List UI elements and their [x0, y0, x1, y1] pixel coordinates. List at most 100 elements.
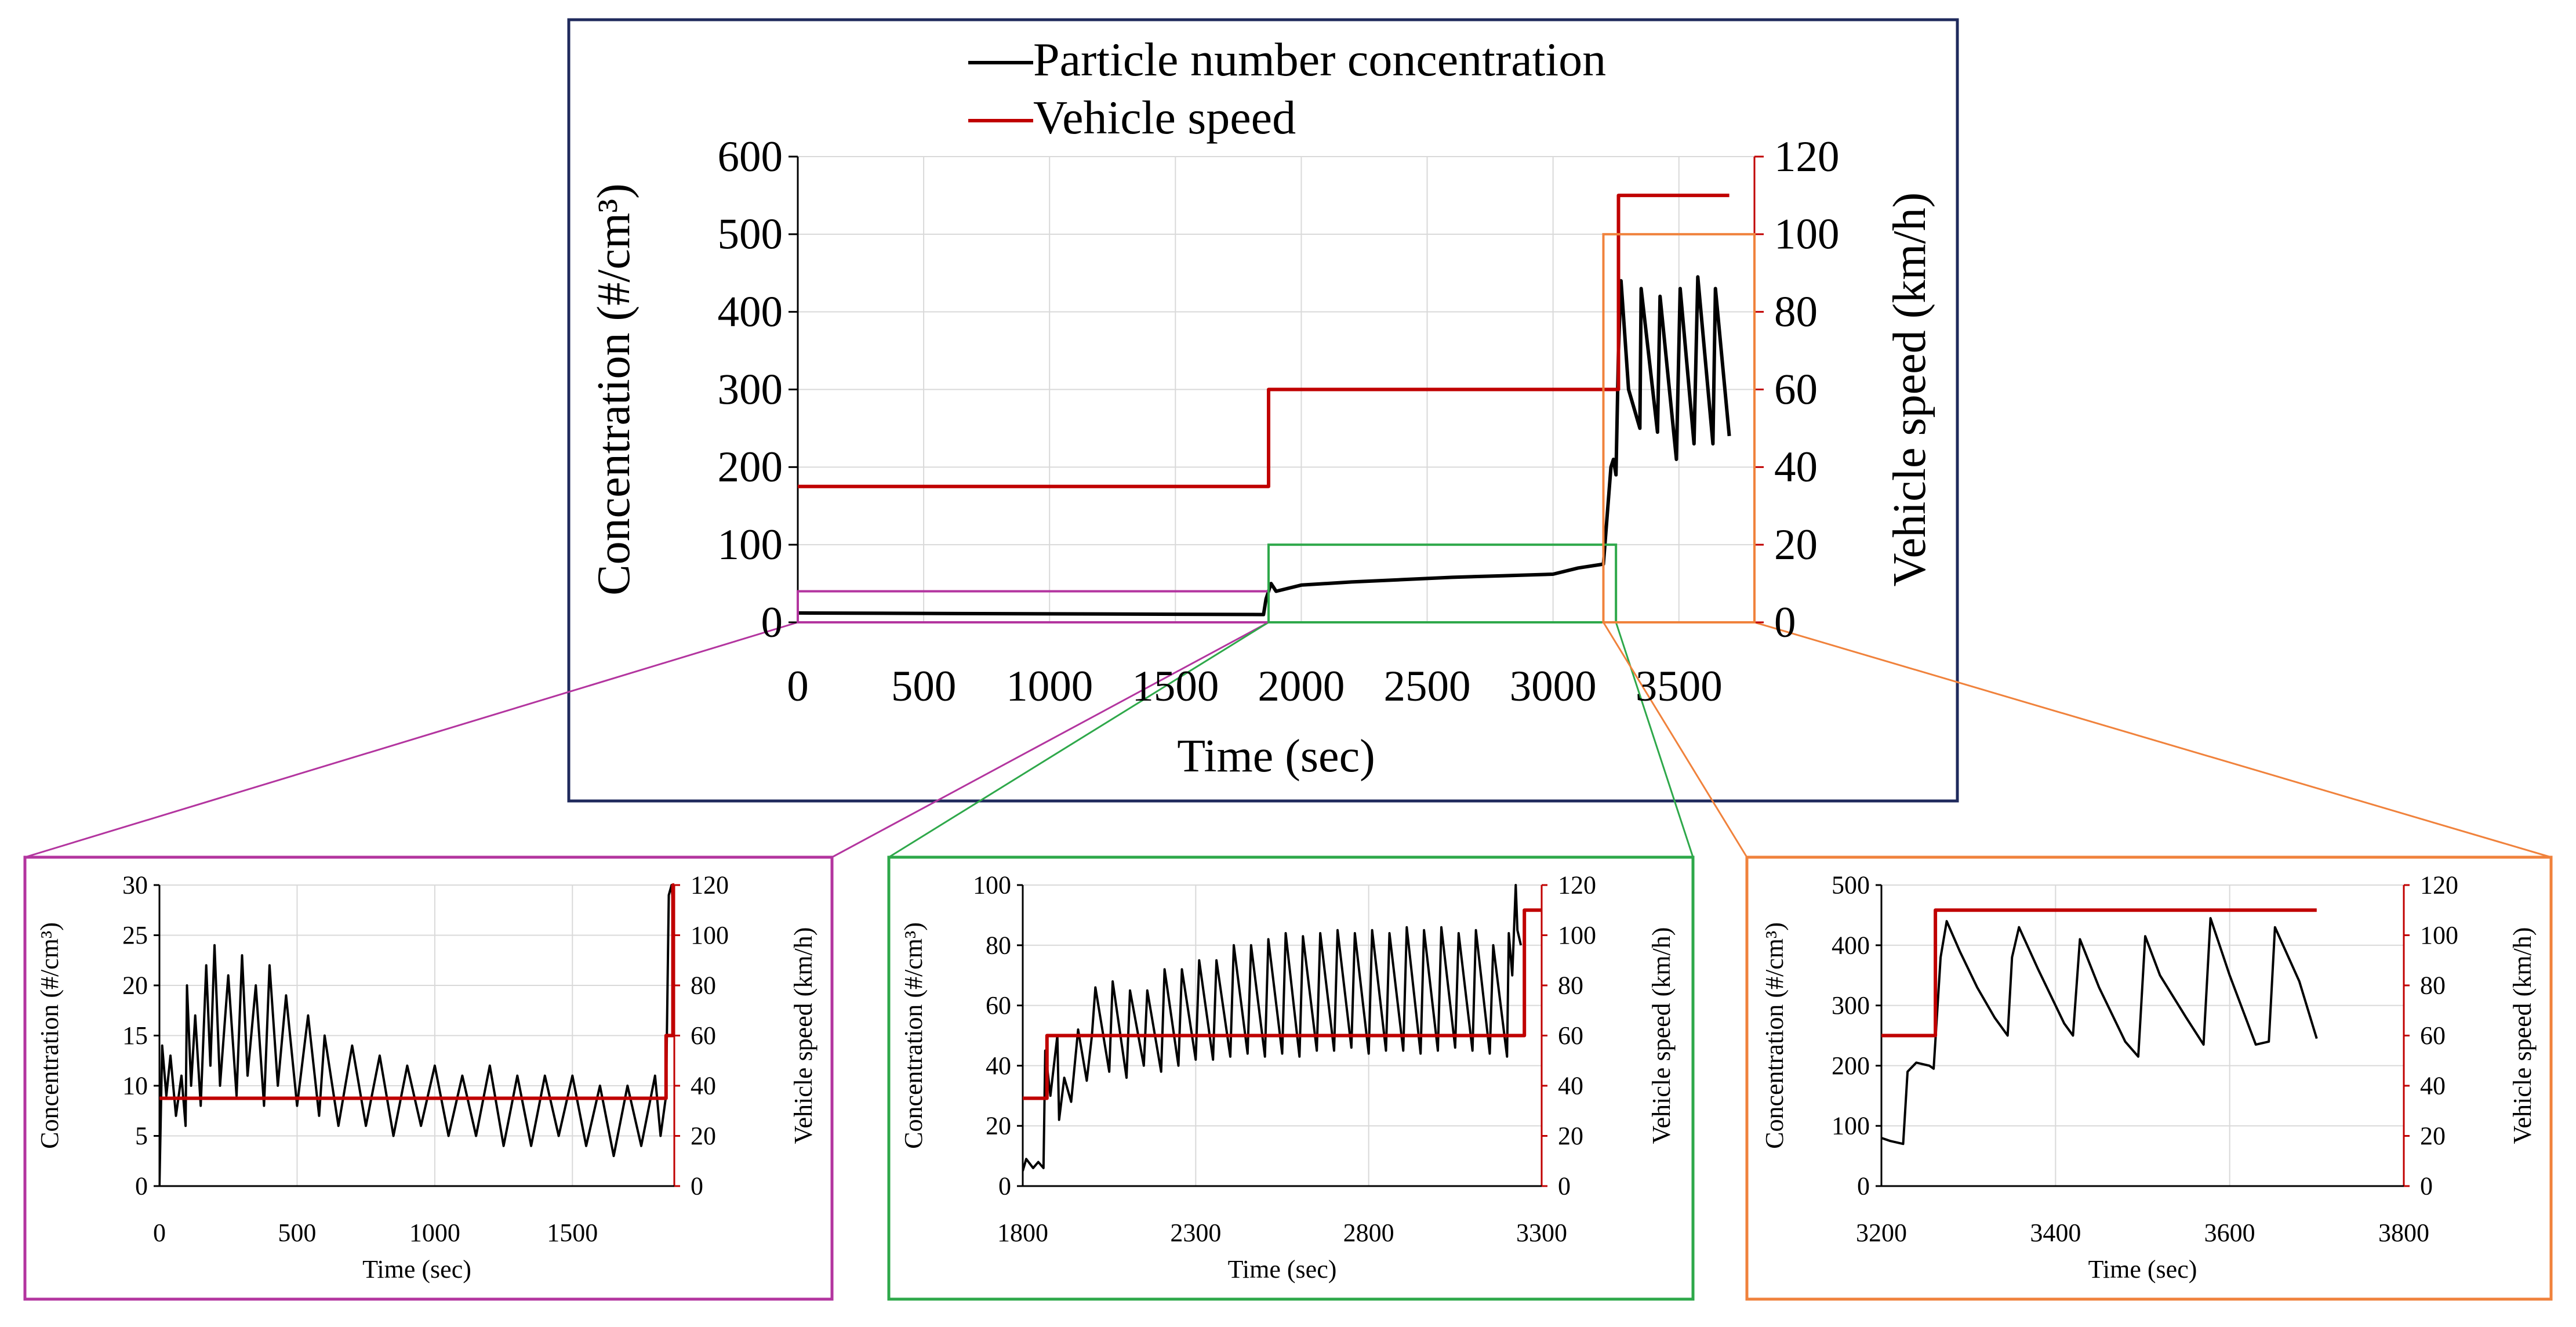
- y-tick-label: 80: [986, 931, 1011, 959]
- zoom-connector-line: [831, 621, 1269, 858]
- x-tick-label: 500: [891, 662, 957, 710]
- y-tick-label: 500: [718, 211, 783, 259]
- y2-tick-label: 20: [2420, 1122, 2446, 1150]
- zoom-box-orange: [1602, 233, 1756, 624]
- legend: Particle number concentration Vehicle sp…: [968, 33, 1606, 144]
- y-tick-label: 5: [135, 1122, 148, 1150]
- legend-label-concentration: Particle number concentration: [1033, 33, 1606, 86]
- y2-axis-title: Vehicle speed (km/h): [2508, 927, 2537, 1144]
- y-tick-label: 0: [761, 599, 783, 647]
- y-tick-label: 0: [998, 1172, 1011, 1201]
- y-tick-label: 500: [1832, 871, 1870, 900]
- zoom-panel-frame-2: [887, 855, 1695, 1301]
- y-tick-label: 30: [122, 871, 148, 900]
- zoom-panel-frame-1: [23, 855, 834, 1301]
- x-tick-label: 3300: [1516, 1219, 1567, 1247]
- x-tick-label: 3400: [2030, 1219, 2081, 1247]
- x-tick-label: 3200: [1856, 1219, 1907, 1247]
- series-vehicle-speed: [1023, 908, 1542, 1100]
- y2-axis-title: Vehicle speed (km/h): [1647, 927, 1676, 1144]
- y2-tick-label: 60: [691, 1021, 716, 1050]
- zoom-connector-line: [24, 621, 798, 858]
- y2-tick-label: 120: [2420, 871, 2458, 900]
- x-tick-label: 1000: [409, 1219, 460, 1247]
- y-tick-label: 10: [122, 1072, 148, 1100]
- y-tick-label: 100: [718, 521, 783, 569]
- x-tick-label: 2300: [1170, 1219, 1221, 1247]
- x-tick-label: 500: [278, 1219, 316, 1247]
- series-particle-concentration: [1023, 884, 1523, 1172]
- y-tick-label: 0: [135, 1172, 148, 1201]
- y2-tick-label: 120: [1558, 871, 1596, 900]
- x-tick-label: 2500: [1384, 662, 1471, 710]
- series-vehicle-speed: [1881, 908, 2317, 1038]
- x-tick-label: 1800: [997, 1219, 1048, 1247]
- y2-tick-label: 80: [1558, 971, 1583, 1000]
- y2-tick-label: 80: [2420, 971, 2446, 1000]
- x-axis-title: Time (sec): [2088, 1255, 2197, 1284]
- y-tick-label: 600: [718, 133, 783, 181]
- x-tick-label: 2800: [1343, 1219, 1394, 1247]
- y2-tick-label: 120: [691, 871, 729, 900]
- y2-axis-title: Vehicle speed (km/h): [1884, 193, 1935, 587]
- zoom-connector-line: [1615, 622, 1694, 858]
- x-tick-label: 0: [153, 1219, 166, 1247]
- y-axis-title: Concentration (#/cm³): [35, 922, 64, 1149]
- y-tick-label: 200: [718, 443, 783, 491]
- y2-tick-label: 80: [691, 971, 716, 1000]
- y-tick-label: 25: [122, 921, 148, 949]
- zoom-connector-line: [1603, 622, 1748, 858]
- series-particle-concentration: [159, 884, 674, 1186]
- y2-tick-label: 20: [691, 1122, 716, 1150]
- zoom-connector-line: [888, 621, 1269, 858]
- y-axis-title: Concentration (#/cm³): [1760, 922, 1789, 1149]
- y-tick-label: 200: [1832, 1052, 1870, 1080]
- y2-tick-label: 40: [691, 1072, 716, 1100]
- x-tick-label: 2000: [1258, 662, 1345, 710]
- chart-main: 0 100 200 300 400 500 600 0 20 40 60 80 100 120 0 500 10…: [588, 133, 1935, 782]
- y-tick-label: 0: [1857, 1172, 1870, 1201]
- x-axis-title: Time (sec): [362, 1255, 471, 1284]
- chart-zoom2: 0 20 40 60 80 100 0 20 40 60 80 100 120 1800 2300 2800 3…: [899, 871, 1676, 1284]
- y2-tick-label: 40: [1774, 443, 1818, 491]
- y-tick-label: 20: [122, 971, 148, 1000]
- y-tick-label: 100: [1832, 1112, 1870, 1140]
- y-tick-label: 20: [986, 1112, 1011, 1140]
- chart-zoom1: 0 5 10 15 20 25 30 0 20 40 60 80 100 120 0 500 1000 1500 T…: [35, 871, 818, 1284]
- y-tick-label: 100: [973, 871, 1011, 900]
- y2-tick-label: 0: [691, 1172, 703, 1201]
- y2-tick-label: 0: [1558, 1172, 1571, 1201]
- zoom-box-green: [1267, 543, 1618, 624]
- chart-zoom3: 0 100 200 300 400 500 0 20 40 60 80 100 120 3200 3400 3…: [1760, 871, 2537, 1284]
- y2-tick-label: 100: [2420, 921, 2458, 949]
- main-chart-frame: [567, 18, 1959, 803]
- y2-tick-label: 20: [1558, 1122, 1583, 1150]
- y2-tick-label: 100: [1774, 211, 1840, 259]
- y-tick-label: 400: [718, 288, 783, 336]
- y2-tick-label: 60: [1774, 365, 1818, 414]
- y2-tick-label: 120: [1774, 133, 1840, 181]
- y2-tick-label: 100: [1558, 921, 1596, 949]
- zoom-connector-line: [1754, 621, 2552, 858]
- y-tick-label: 300: [1832, 991, 1870, 1020]
- y-tick-label: 60: [986, 991, 1011, 1020]
- y-tick-label: 40: [986, 1052, 1011, 1080]
- y2-tick-label: 80: [1774, 288, 1818, 336]
- x-tick-label: 1500: [1132, 662, 1219, 710]
- x-tick-label: 1000: [1006, 662, 1093, 710]
- y-axis-title: Concentration (#/cm³): [588, 183, 640, 595]
- x-tick-label: 3000: [1510, 662, 1597, 710]
- series-vehicle-speed: [159, 883, 674, 1100]
- x-tick-label: 1500: [547, 1219, 598, 1247]
- x-axis-title: Time (sec): [1177, 731, 1375, 782]
- legend-label-speed: Vehicle speed: [1033, 91, 1296, 144]
- y2-tick-label: 60: [1558, 1021, 1583, 1050]
- y2-tick-label: 0: [1774, 599, 1796, 647]
- y2-tick-label: 40: [1558, 1072, 1583, 1100]
- y-tick-label: 15: [122, 1021, 148, 1050]
- y2-tick-label: 20: [1774, 521, 1818, 569]
- y-tick-label: 400: [1832, 931, 1870, 959]
- zoom-connectors: [24, 621, 2552, 858]
- x-tick-label: 3800: [2378, 1219, 2429, 1247]
